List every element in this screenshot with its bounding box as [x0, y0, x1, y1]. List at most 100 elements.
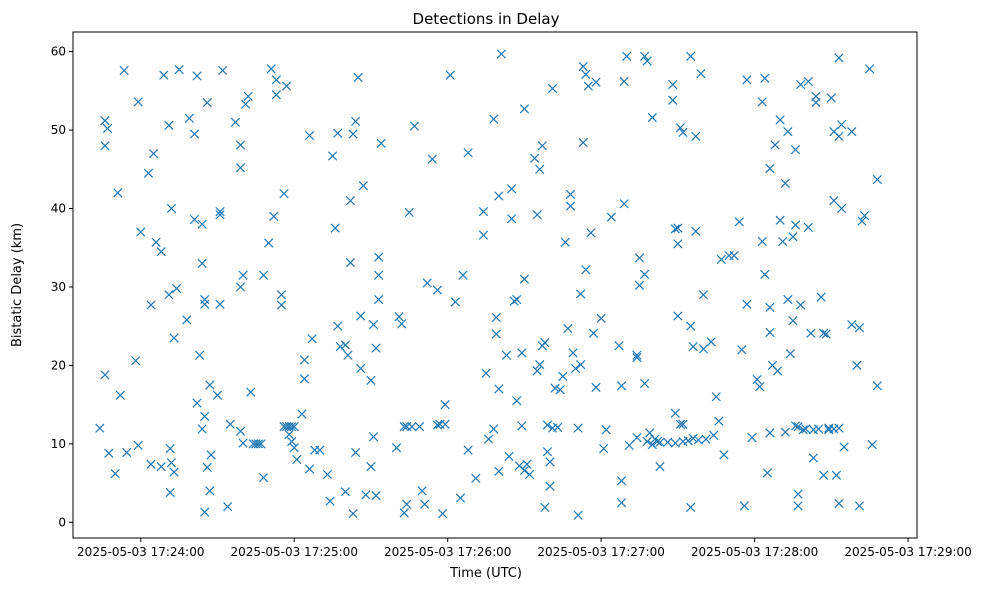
data-point — [304, 464, 315, 474]
data-point — [686, 502, 696, 513]
data-point — [796, 79, 806, 90]
data-point — [143, 168, 154, 178]
data-point — [192, 71, 202, 81]
data-point — [504, 451, 514, 462]
data-point — [235, 426, 246, 436]
data-point — [693, 435, 703, 445]
y-tick-label: 40 — [51, 202, 66, 216]
data-point — [206, 450, 216, 460]
data-point — [752, 374, 762, 385]
data-point — [576, 289, 586, 299]
x-tick-label: 2025-05-03 17:29:00 — [844, 545, 971, 559]
data-point — [368, 432, 379, 442]
data-point — [619, 76, 629, 87]
data-point — [165, 443, 175, 454]
data-point — [614, 341, 624, 351]
data-point — [765, 163, 775, 174]
data-point — [847, 127, 857, 137]
data-point — [819, 328, 829, 338]
data-point — [325, 496, 335, 506]
data-point — [241, 99, 251, 109]
data-point — [537, 141, 547, 151]
data-point — [790, 421, 801, 431]
data-point — [793, 421, 803, 432]
data-point — [366, 461, 376, 472]
data-point — [834, 498, 844, 509]
data-point — [489, 424, 499, 434]
data-point — [506, 184, 517, 194]
data-point — [834, 131, 844, 141]
data-point — [292, 454, 302, 465]
data-point — [698, 344, 709, 354]
data-point — [573, 423, 583, 433]
data-point — [304, 130, 315, 141]
data-point — [223, 501, 233, 512]
data-point — [762, 468, 773, 478]
data-point — [463, 148, 473, 158]
data-point — [565, 189, 576, 200]
data-point — [545, 457, 555, 467]
data-point — [501, 350, 512, 360]
data-point — [171, 283, 182, 294]
data-point — [361, 490, 371, 500]
data-point — [558, 371, 568, 382]
data-point — [374, 294, 384, 305]
x-tick-label: 2025-05-03 17:26:00 — [384, 545, 511, 559]
data-point — [668, 95, 678, 105]
data-point — [215, 207, 225, 217]
data-point — [340, 340, 351, 350]
data-point — [512, 396, 522, 406]
chart-title: Detections in Delay — [413, 10, 560, 28]
data-point — [299, 355, 310, 365]
data-point — [524, 469, 535, 480]
data-point — [427, 154, 437, 164]
data-point — [440, 419, 450, 429]
data-point — [100, 141, 110, 151]
data-point — [284, 429, 294, 440]
data-point — [256, 439, 266, 449]
data-point — [755, 381, 765, 392]
data-point — [156, 247, 166, 257]
data-point — [783, 127, 793, 137]
data-point — [496, 49, 507, 59]
data-point — [391, 443, 402, 453]
data-point — [100, 370, 110, 380]
data-point — [530, 153, 540, 163]
data-point — [675, 419, 686, 429]
data-point — [808, 453, 819, 463]
x-axis-ticks: 2025-05-03 17:24:00 2025-05-03 17:25:00 20… — [77, 538, 972, 559]
y-tick-label: 60 — [51, 45, 66, 59]
data-point — [217, 65, 228, 76]
data-point — [678, 419, 688, 429]
data-point — [796, 300, 806, 310]
data-point — [573, 510, 583, 520]
data-point — [200, 411, 210, 422]
data-point — [333, 128, 343, 138]
data-point — [765, 327, 775, 338]
data-point — [253, 439, 264, 449]
x-tick-label: 2025-05-03 17:27:00 — [537, 545, 664, 559]
data-point — [374, 270, 384, 280]
x-tick-label: 2025-05-03 17:24:00 — [77, 545, 204, 559]
data-point — [281, 81, 292, 91]
data-point — [202, 462, 212, 473]
data-point — [450, 297, 460, 307]
data-point — [519, 104, 530, 114]
data-point — [545, 481, 555, 491]
data-point — [596, 313, 606, 323]
data-point — [276, 290, 287, 300]
data-point — [788, 316, 798, 326]
data-point — [790, 145, 801, 155]
data-point — [512, 294, 522, 305]
data-point — [315, 445, 325, 455]
data-point — [445, 70, 455, 80]
data-point — [151, 237, 161, 247]
data-point — [632, 432, 642, 443]
data-point — [560, 237, 570, 247]
data-point — [813, 424, 824, 434]
data-point — [95, 423, 105, 433]
data-point — [542, 420, 553, 430]
data-point — [104, 448, 114, 458]
data-point — [246, 387, 256, 397]
data-point — [678, 127, 688, 138]
